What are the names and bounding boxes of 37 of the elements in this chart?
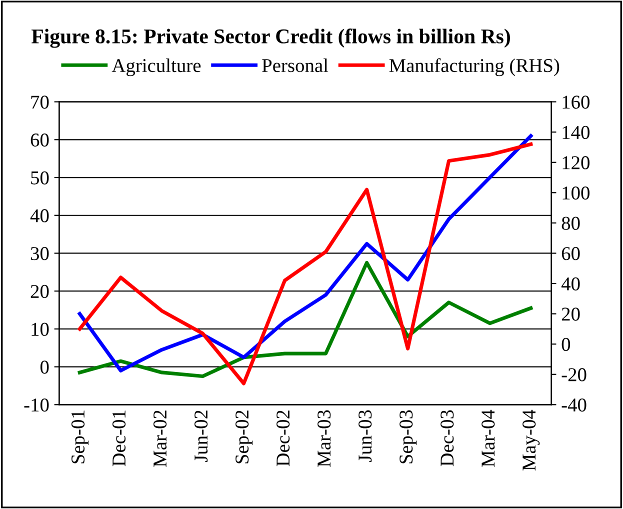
y2-tick-label: 100 [562, 186, 590, 200]
y2-tick-label: 80 [562, 216, 580, 230]
x-tick-label: May-04 [522, 410, 540, 471]
x-tick-label: Mar-02 [153, 410, 167, 467]
chart-title: Figure 8.15: Private Sector Credit (flows in billion Rs) [32, 28, 510, 48]
x-tick-label: Jun-03 [358, 410, 372, 462]
legend-label: Personal [262, 58, 328, 72]
y2-tick-label: -40 [562, 398, 586, 412]
y-tick-label: 50 [31, 171, 49, 184]
y-tick-label: 20 [30, 284, 49, 298]
y2-tick-label: 160 [562, 96, 590, 109]
y-tick-label: 10 [32, 322, 49, 336]
y-tick-label: 70 [31, 96, 49, 109]
x-tick-label: Dec-01 [112, 410, 126, 466]
x-tick-label: Mar-03 [318, 410, 331, 467]
x-tick-label: Dec-02 [276, 410, 290, 466]
x-tick-label: Sep-03 [400, 410, 417, 464]
legend-label: Agriculture [112, 58, 201, 76]
y-tick-label: 60 [30, 133, 49, 147]
line-series [78, 260, 533, 378]
y2-tick-label: 140 [562, 126, 590, 140]
y2-tick-label: 0 [562, 338, 570, 352]
y2-tick-label: -20 [562, 368, 586, 382]
y-tick-label: 30 [30, 247, 49, 260]
x-tick-label: Dec-03 [440, 410, 454, 466]
x-tick-label: Mar-04 [482, 410, 495, 467]
y-tick-label: 0 [40, 360, 49, 374]
y2-tick-label: 60 [562, 247, 580, 260]
x-tick-label: Sep-02 [235, 410, 253, 464]
y2-tick-label: 120 [562, 156, 590, 170]
y2-tick-label: 20 [562, 308, 580, 321]
y-tick-label: -10 [24, 398, 49, 412]
y2-tick-label: 40 [561, 277, 580, 290]
legend-label: Manufacturing (RHS) [389, 58, 560, 76]
x-tick-label: Sep-01 [71, 410, 89, 464]
y-tick-label: 40 [30, 209, 49, 222]
x-tick-label: Jun-02 [194, 410, 208, 462]
